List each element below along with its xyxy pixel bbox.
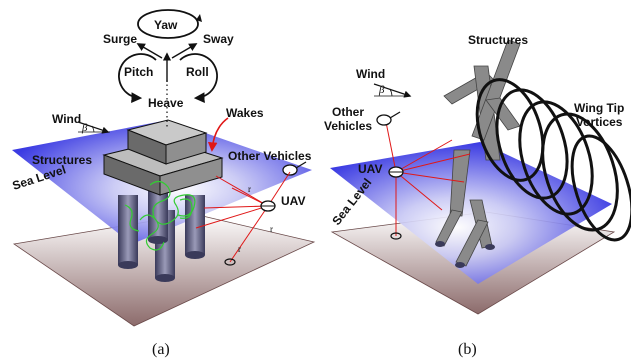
roll-label: Roll — [186, 65, 209, 79]
wakes-pointer-arrow — [207, 117, 229, 152]
r-label-3: r — [238, 244, 241, 254]
panel-a: Yaw Surge Sway Pitch Roll Heave Wind β W… — [11, 9, 316, 358]
uav-shadow-b — [390, 232, 402, 240]
uav-label-b: UAV — [358, 162, 382, 176]
r-label-1: r — [248, 184, 251, 194]
wing-tip-vortices — [475, 78, 631, 242]
other-vehicle-icon-b — [376, 111, 401, 126]
beta-label-a: β — [81, 122, 88, 134]
beta-label-b: β — [378, 84, 385, 96]
other-vehicles-label-b-line1: Other — [332, 105, 364, 119]
r-label-2: r — [270, 224, 273, 234]
vortices-label-line1: Wing Tip — [574, 101, 624, 115]
structures-label-b: Structures — [468, 33, 528, 47]
caption-b: (b) — [458, 341, 477, 358]
wakes-squiggle-a — [124, 180, 196, 251]
motion-circles-a — [118, 9, 218, 104]
structure-upper-deck-a — [126, 119, 208, 165]
sight-lines-b — [385, 121, 471, 236]
uav-shadow-a — [224, 258, 236, 266]
caption-a: (a) — [152, 341, 170, 358]
structure-legs-a — [118, 185, 205, 282]
sea-surface-b — [330, 142, 612, 284]
panel-b: Wind β Structures Other Vehicles UAV Sea… — [324, 33, 631, 358]
uav-icon-a — [260, 200, 276, 212]
roll-circle — [179, 53, 218, 104]
heave-label: Heave — [148, 96, 184, 110]
structures-label-a: Structures — [32, 153, 92, 167]
uav-icon-b — [388, 166, 404, 178]
other-vehicle-icon-a — [282, 161, 307, 176]
pitch-label: Pitch — [124, 65, 153, 79]
yaw-label: Yaw — [154, 18, 178, 32]
yaw-circle — [137, 9, 199, 39]
other-vehicles-label-a: Other Vehicles — [228, 149, 312, 163]
structure-feet-b — [435, 241, 495, 268]
wind-indicator-b — [373, 83, 412, 98]
structure-frame-b — [435, 39, 521, 267]
surge-label: Surge — [103, 32, 137, 46]
uav-label-a: UAV — [281, 194, 305, 208]
sway-label: Sway — [203, 32, 234, 46]
vortices-label-line2: Vortices — [576, 115, 623, 129]
pitch-circle — [118, 53, 157, 104]
wind-label-b: Wind — [356, 67, 385, 81]
other-vehicles-label-b-line2: Vehicles — [324, 119, 372, 133]
wind-indicator-a — [77, 121, 110, 134]
wind-label-a: Wind — [52, 112, 81, 126]
wakes-label: Wakes — [226, 106, 264, 120]
